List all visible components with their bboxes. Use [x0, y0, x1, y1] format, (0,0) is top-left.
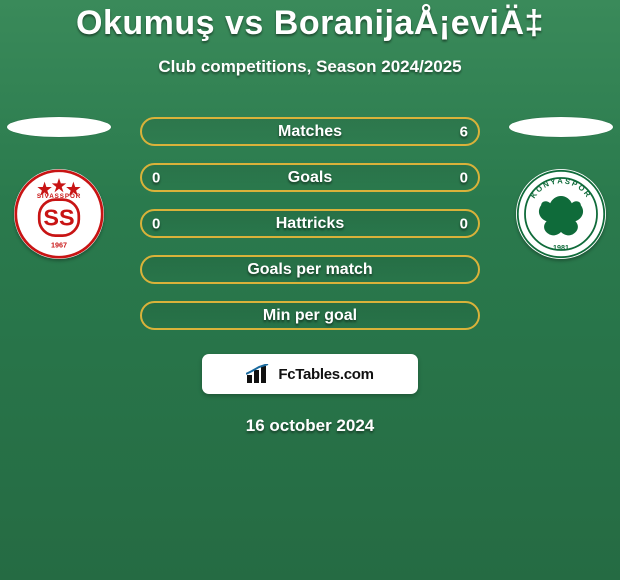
konyaspor-crest-icon: KONYASPOR 1981: [516, 169, 606, 259]
stat-row: Goals per match: [140, 255, 480, 284]
stat-rows: Matches 6 Goals 0 0 Hattricks 0 0 Goals per matc…: [140, 117, 480, 330]
left-club-column: SS SIVASSPOR 1967: [4, 117, 114, 259]
stat-label: Hattricks: [276, 215, 344, 233]
sivasspor-crest-icon: SS SIVASSPOR 1967: [14, 169, 104, 259]
svg-text:SS: SS: [43, 205, 74, 231]
stat-row: Goals 0 0: [140, 163, 480, 192]
svg-text:SIVASSPOR: SIVASSPOR: [37, 193, 81, 200]
bar-chart-icon: [246, 364, 272, 384]
date-label: 16 october 2024: [0, 416, 620, 436]
stat-label: Matches: [278, 123, 342, 141]
right-player-ellipse: [509, 117, 613, 137]
stat-label: Goals per match: [247, 261, 372, 279]
page-subtitle: Club competitions, Season 2024/2025: [0, 57, 620, 77]
stat-label: Goals: [288, 169, 332, 187]
stat-value-right: 0: [460, 169, 468, 186]
left-club-crest: SS SIVASSPOR 1967: [14, 169, 104, 259]
page-title: Okumuş vs BoranijaÅ¡eviÄ‡: [0, 4, 620, 43]
left-player-ellipse: [7, 117, 111, 137]
stat-row: Hattricks 0 0: [140, 209, 480, 238]
attribution-badge: FcTables.com: [202, 354, 418, 394]
svg-text:1967: 1967: [51, 240, 67, 249]
stat-value-left: 0: [152, 169, 160, 186]
stat-value-right: 0: [460, 215, 468, 232]
svg-text:1981: 1981: [553, 243, 569, 252]
stat-row: Matches 6: [140, 117, 480, 146]
right-club-column: KONYASPOR 1981: [506, 117, 616, 259]
stat-value-left: 0: [152, 215, 160, 232]
comparison-panel: SS SIVASSPOR 1967: [0, 117, 620, 436]
right-club-crest: KONYASPOR 1981: [516, 169, 606, 259]
stat-value-right: 6: [460, 123, 468, 140]
attribution-text: FcTables.com: [278, 366, 373, 383]
stat-row: Min per goal: [140, 301, 480, 330]
stat-label: Min per goal: [263, 307, 357, 325]
